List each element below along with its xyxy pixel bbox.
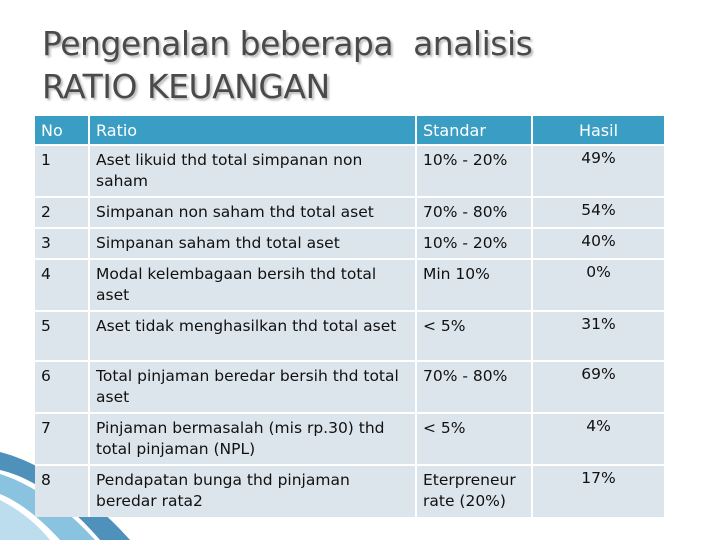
cell-no: 1: [35, 144, 90, 197]
cell-standar: Min 10%: [416, 258, 533, 311]
cell-ratio: Pinjaman bermasalah (mis rp.30) thd tota…: [89, 412, 417, 465]
table-row: 5 Aset tidak menghasilkan thd total aset…: [35, 310, 664, 361]
header-no: No: [35, 116, 90, 145]
cell-hasil: 54%: [532, 196, 664, 228]
cell-ratio: Total pinjaman beredar bersih thd total …: [89, 360, 417, 413]
cell-standar: 10% - 20%: [416, 227, 533, 259]
ratio-table: No Ratio Standar Hasil 1 Aset likuid thd…: [35, 116, 664, 517]
cell-no: 3: [35, 227, 90, 259]
header-hasil: Hasil: [532, 116, 664, 145]
cell-ratio: Aset likuid thd total simpanan non saham: [89, 144, 417, 197]
cell-hasil: 17%: [532, 464, 664, 517]
table-row: 8 Pendapatan bunga thd pinjaman beredar …: [35, 464, 664, 517]
cell-ratio: Simpanan saham thd total aset: [89, 227, 417, 259]
cell-standar: 70% - 80%: [416, 196, 533, 228]
cell-hasil: 49%: [532, 144, 664, 197]
cell-no: 2: [35, 196, 90, 228]
cell-no: 6: [35, 360, 90, 413]
slide-title: Pengenalan beberapa analisis RATIO KEUAN…: [42, 24, 533, 106]
cell-standar: 70% - 80%: [416, 360, 533, 413]
cell-standar: 10% - 20%: [416, 144, 533, 197]
table-row: 6 Total pinjaman beredar bersih thd tota…: [35, 360, 664, 413]
cell-standar: < 5%: [416, 412, 533, 465]
header-standar: Standar: [416, 116, 533, 145]
cell-ratio: Simpanan non saham thd total aset: [89, 196, 417, 228]
cell-hasil: 69%: [532, 360, 664, 413]
table-row: 2 Simpanan non saham thd total aset 70% …: [35, 196, 664, 228]
cell-hasil: 0%: [532, 258, 664, 311]
table-row: 1 Aset likuid thd total simpanan non sah…: [35, 144, 664, 197]
cell-hasil: 31%: [532, 310, 664, 361]
cell-standar: < 5%: [416, 310, 533, 361]
cell-standar: Eterpreneur rate (20%): [416, 464, 533, 517]
cell-no: 8: [35, 464, 90, 517]
table-header-row: No Ratio Standar Hasil: [35, 116, 664, 145]
header-ratio: Ratio: [89, 116, 417, 145]
cell-no: 5: [35, 310, 90, 361]
table-row: 4 Modal kelembagaan bersih thd total ase…: [35, 258, 664, 311]
cell-ratio: Modal kelembagaan bersih thd total aset: [89, 258, 417, 311]
cell-hasil: 4%: [532, 412, 664, 465]
cell-no: 7: [35, 412, 90, 465]
cell-ratio: Aset tidak menghasilkan thd total aset: [89, 310, 417, 361]
table-row: 7 Pinjaman bermasalah (mis rp.30) thd to…: [35, 412, 664, 465]
table-row: 3 Simpanan saham thd total aset 10% - 20…: [35, 227, 664, 259]
cell-hasil: 40%: [532, 227, 664, 259]
cell-ratio: Pendapatan bunga thd pinjaman beredar ra…: [89, 464, 417, 517]
cell-no: 4: [35, 258, 90, 311]
